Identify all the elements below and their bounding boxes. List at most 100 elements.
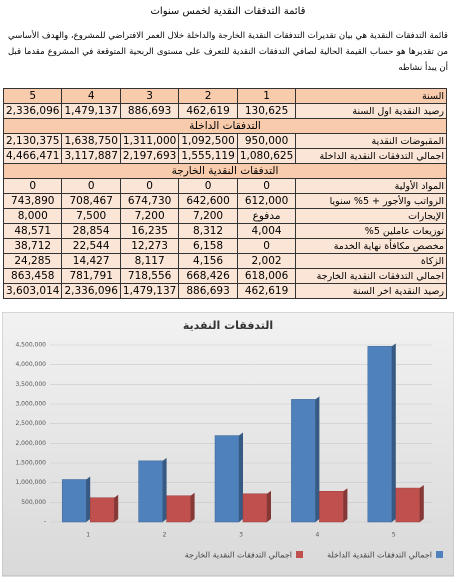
y-tick-label: 4,500,000	[15, 342, 46, 349]
table-cell: 462,619	[236, 283, 297, 299]
y-tick-label: 2,500,000	[15, 420, 46, 427]
table-row: المواد الأولية 0 0 0 0 0	[2, 178, 447, 194]
y-tick-label: 3,500,000	[15, 381, 46, 388]
table-cell: توزيعات عاملين 5%	[295, 223, 447, 239]
table-cell: المقبوضات النقدية	[295, 133, 447, 149]
bar	[166, 495, 191, 523]
legend-label: اجمالي التدفقات النقدية الداخلة	[327, 551, 432, 560]
bar-side	[267, 490, 271, 522]
table-cell: 3	[119, 88, 180, 104]
table-cell: 8,312	[178, 223, 238, 239]
paragraph: قائمة التدفقات النقدية هي بيان تقديرات ا…	[8, 31, 448, 73]
table-row: رصيد النقدية اخر السنة 462,619 886,693 1,47…	[2, 283, 447, 299]
bar-side	[239, 432, 243, 522]
table-cell: التدفقات الداخلة	[3, 118, 447, 134]
table-row: التدفقات النقدية الخارجة	[3, 163, 447, 179]
table-row: الإيجارات مدفوع 7,200 7,200 7,500 8,000	[2, 208, 447, 224]
table-cell: 1,555,119	[178, 148, 238, 164]
table-cell: مدفوع	[236, 208, 297, 224]
table-cell: 1,638,750	[61, 133, 121, 149]
table-cell: 2,336,096	[2, 103, 63, 119]
bar-side	[419, 485, 424, 522]
table-cell: 7,500	[61, 208, 121, 224]
bar	[89, 497, 115, 523]
table-cell: 3,603,014	[2, 283, 63, 299]
table-cell: 1,092,500	[178, 133, 238, 149]
table-cell: 886,693	[119, 103, 180, 119]
y-tick-label: 3,000,000	[15, 401, 46, 408]
table-cell: 886,693	[178, 283, 238, 299]
table-cell: 16,235	[119, 223, 180, 239]
table-cell: 674,730	[119, 193, 180, 209]
table-cell: 48,571	[2, 223, 63, 239]
table-cell: 708,467	[61, 193, 121, 209]
legend-swatch	[296, 551, 303, 558]
table-cell: السنة	[295, 88, 447, 104]
table-cell: 863,458	[2, 268, 63, 284]
table-row: رصيد النقدية اول السنة 130,625 462,619 886,…	[2, 103, 447, 119]
table-cell: 0	[2, 178, 63, 194]
bar	[319, 490, 344, 523]
y-tick-label: 500,000	[21, 499, 46, 506]
table-cell: 2,197,693	[119, 148, 180, 164]
table-row: المقبوضات النقدية 950,000 1,092,500 1,311,0…	[2, 133, 447, 149]
table-cell: 7,200	[119, 208, 180, 224]
table-row: توزيعات عاملين 5% 4,004 8,312 16,235 28,854 4…	[2, 223, 447, 239]
table-cell: 668,426	[178, 268, 238, 284]
table-row: اجمالي التدفقات النقدية الخارجة 618,006 66…	[2, 268, 447, 284]
table-cell: التدفقات النقدية الخارجة	[3, 163, 447, 179]
table-cell: 7,200	[178, 208, 238, 224]
table-row: السنة 1 2 3 4 5	[2, 88, 447, 104]
bar-side	[315, 396, 320, 522]
table-cell: 8,000	[2, 208, 63, 224]
x-tick-label: 1	[86, 532, 90, 539]
y-tick-label: -	[44, 519, 46, 526]
bar	[395, 487, 421, 523]
table-cell: 8,117	[119, 253, 180, 269]
table-cell: 642,600	[178, 193, 238, 209]
table-cell: 612,000	[236, 193, 297, 209]
table-cell: 14,427	[61, 253, 121, 269]
table-cell: الإيجارات	[295, 208, 447, 224]
table-cell: 2	[178, 88, 238, 104]
table-cell: رصيد النقدية اول السنة	[295, 103, 447, 119]
bar-side	[114, 494, 119, 522]
table-cell: 38,712	[2, 238, 63, 254]
bar	[214, 435, 240, 523]
cash-flow-table: السنة 1 2 3 4 5 رصيد النقدية اول السنة 130,625 4…	[2, 88, 447, 299]
table-cell: 2,130,375	[2, 133, 63, 149]
table-cell: 2,002	[236, 253, 297, 269]
x-tick-label: 4	[315, 532, 319, 539]
bar-side	[162, 457, 167, 522]
table-row: مخصص مكافأة نهاية الخدمة 0 6,158 12,273 22,5…	[2, 238, 447, 254]
table-cell: 1,479,137	[119, 283, 180, 299]
document-title: قائمة التدفقات النقدية لخمس سنوات	[150, 6, 306, 17]
table-cell: 4	[61, 88, 121, 104]
table-cell: اجمالي التدفقات النقدية الداخلة	[295, 148, 447, 164]
table-cell: 3,117,887	[61, 148, 121, 164]
y-tick-label: 2,000,000	[15, 440, 46, 447]
table-cell: 4,004	[236, 223, 297, 239]
x-tick-label: 3	[239, 532, 243, 539]
table-cell: 0	[236, 238, 297, 254]
bar	[367, 346, 393, 523]
chart: التدفقات النقدية - 500,000 1,000,000 1,500,…	[2, 312, 454, 577]
bar	[61, 479, 87, 523]
table-cell: 2,336,096	[61, 283, 121, 299]
table-cell: 24,285	[2, 253, 63, 269]
table-cell: الرواتب والأجور + 5% سنويا	[295, 193, 447, 209]
table-cell: 12,273	[119, 238, 180, 254]
bar	[138, 460, 163, 523]
table-cell: مخصص مكافأة نهاية الخدمة	[295, 238, 447, 254]
table-cell: 4,156	[178, 253, 238, 269]
table-cell: 1,080,625	[236, 148, 297, 164]
x-tick-label: 5	[392, 532, 396, 539]
table-cell: 0	[178, 178, 238, 194]
legend-swatch	[436, 551, 443, 558]
table-cell: 28,854	[61, 223, 121, 239]
table-cell: 618,006	[236, 268, 297, 284]
table-cell: 1,311,000	[119, 133, 180, 149]
table-row: اجمالي التدفقات النقدية الداخلة 1,080,625…	[2, 148, 447, 164]
table-cell: 0	[119, 178, 180, 194]
